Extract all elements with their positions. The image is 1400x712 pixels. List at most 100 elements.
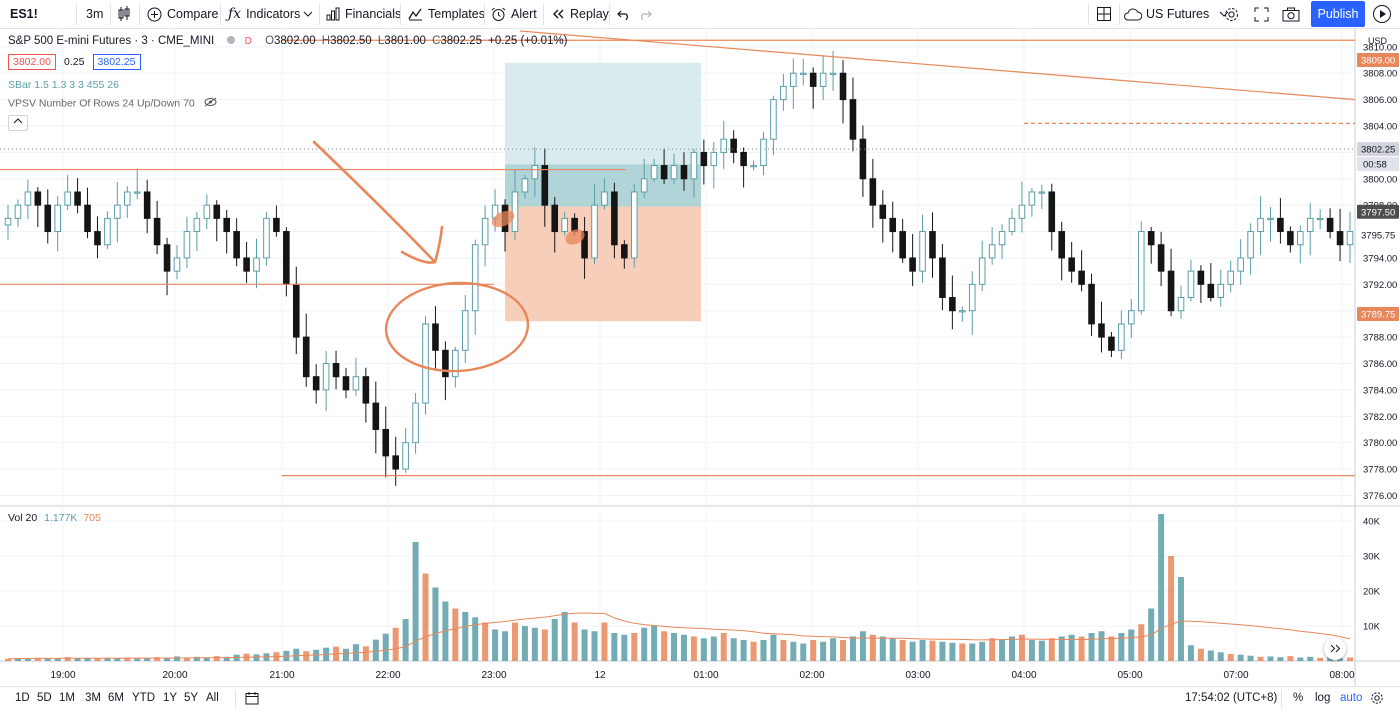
candle-body	[233, 231, 240, 259]
layout-grid-icon[interactable]	[1096, 0, 1112, 28]
badge-current-text: 3795.75	[1361, 230, 1395, 241]
candle-body	[1078, 270, 1085, 285]
candle-body	[621, 244, 628, 259]
undo-icon[interactable]	[617, 0, 631, 28]
arrow-head	[400, 225, 444, 264]
compare-button[interactable]: Compare	[147, 0, 218, 28]
badge-top	[1357, 53, 1399, 68]
badge-countdown-text: 00:58	[1363, 160, 1387, 171]
volume-bar	[531, 627, 538, 661]
volume-bar	[810, 640, 817, 661]
candle-body	[352, 376, 360, 391]
financials-button[interactable]: Financials	[326, 0, 401, 28]
range-1y[interactable]: 1Y	[163, 692, 178, 704]
badge-low	[1357, 307, 1399, 322]
badge-mid-text: 3797.50	[1361, 207, 1395, 218]
interval-selector[interactable]: 3m	[86, 7, 104, 21]
range-ytd[interactable]: YTD	[132, 692, 155, 704]
settings-gear-icon[interactable]	[1223, 0, 1240, 28]
volume-bar	[571, 622, 578, 661]
time-tick-label: 19:00	[50, 670, 75, 681]
alert-button[interactable]: Alert	[491, 0, 537, 28]
scroll-to-realtime-button[interactable]	[1324, 638, 1346, 660]
chevron-up-icon	[8, 115, 28, 131]
volume-bar	[1267, 656, 1274, 661]
range-5d[interactable]: 5D	[37, 692, 52, 704]
templates-label: Templates	[428, 7, 485, 21]
volume-bar	[104, 657, 111, 661]
redo-icon[interactable]	[638, 0, 652, 28]
candle-body	[511, 191, 519, 233]
volume-tick-label: 20K	[1363, 587, 1381, 598]
collapse-legend-button[interactable]	[8, 115, 28, 131]
clock-timezone[interactable]: 17:54:02 (UTC+8)	[1185, 692, 1278, 704]
time-tick-label: 08:00	[1329, 670, 1354, 681]
indicators-button[interactable]: ƒx Indicators	[228, 0, 300, 28]
publish-button[interactable]: Publish	[1311, 1, 1365, 27]
candle-body	[253, 257, 260, 272]
exchange-selector[interactable]: US Futures	[1124, 0, 1229, 28]
calendar-range-icon[interactable]	[245, 691, 259, 708]
chart-settings-icon[interactable]	[1370, 691, 1384, 708]
candle-body	[750, 165, 757, 168]
range-1d[interactable]: 1D	[15, 692, 30, 704]
range-1m[interactable]: 1M	[59, 692, 75, 704]
volume-bar	[651, 626, 658, 661]
range-5y[interactable]: 5Y	[184, 692, 199, 704]
candle-body	[302, 336, 310, 378]
candle-body	[183, 231, 191, 259]
hand-drawn-circle	[384, 281, 530, 373]
candle-body	[123, 191, 131, 206]
candle-body	[461, 310, 469, 351]
range-all[interactable]: All	[206, 692, 219, 704]
fullscreen-icon[interactable]	[1254, 0, 1269, 28]
candle-body	[1108, 336, 1115, 351]
time-tick-label: 12	[594, 670, 606, 681]
volume-bar	[1217, 652, 1224, 661]
candle-body	[24, 191, 32, 206]
range-6m[interactable]: 6M	[108, 692, 124, 704]
candle-body	[481, 217, 489, 246]
candle-body	[442, 349, 449, 378]
auto-scale-toggle[interactable]: auto	[1340, 692, 1363, 704]
volume-bar	[502, 631, 509, 661]
volume-bar	[969, 643, 976, 661]
ask-price[interactable]: 3802.25	[92, 54, 141, 70]
candle-body	[34, 191, 42, 206]
candle-body	[1128, 310, 1135, 325]
volume-bar	[581, 629, 588, 661]
time-axis: 19:00 20:00 21:00 22:00 23:00 12 01:00 02:00 03:…	[50, 670, 1354, 681]
replay-button[interactable]: Replay	[551, 0, 609, 28]
log-scale-toggle[interactable]: log	[1315, 692, 1331, 704]
symbol-search[interactable]: ES1!	[10, 7, 38, 21]
candle-body	[859, 138, 867, 180]
volume-bar	[680, 634, 687, 661]
play-icon[interactable]	[1369, 2, 1395, 26]
candle-body	[670, 165, 678, 180]
candle-body	[4, 217, 12, 226]
candle-body	[949, 297, 956, 312]
symbol-title[interactable]: S&P 500 E-mini Futures · 3 · CME_MINI	[8, 35, 215, 47]
candle-body	[74, 191, 81, 206]
volume-bar	[1227, 654, 1234, 661]
eye-off-icon[interactable]	[204, 97, 217, 110]
templates-button[interactable]: Templates	[408, 0, 485, 28]
bid-price[interactable]: 3802.00	[8, 54, 56, 70]
percent-scale-toggle[interactable]: %	[1293, 692, 1304, 704]
ohlc-values: O3802.00 H3802.50 L3801.00 C3802.25 +0.2…	[265, 35, 568, 47]
candle-body	[630, 191, 638, 259]
candle-body	[1157, 244, 1165, 272]
camera-icon[interactable]	[1282, 0, 1300, 28]
candle-body	[730, 138, 737, 153]
candle-body	[412, 402, 419, 444]
volume-bar	[1178, 577, 1185, 661]
volume-bar	[1207, 650, 1214, 661]
range-3m[interactable]: 3M	[85, 692, 101, 704]
chevron-down-icon[interactable]	[303, 0, 313, 28]
volume-bar	[64, 657, 71, 661]
candle-body	[1058, 231, 1066, 259]
price-chart[interactable]: 3776.00 3778.00 3780.00 3782.00 3784.00 3786.…	[0, 29, 1400, 686]
volume-bar	[621, 634, 628, 661]
volume-bar	[899, 640, 906, 661]
candles-style-icon[interactable]	[117, 0, 131, 28]
